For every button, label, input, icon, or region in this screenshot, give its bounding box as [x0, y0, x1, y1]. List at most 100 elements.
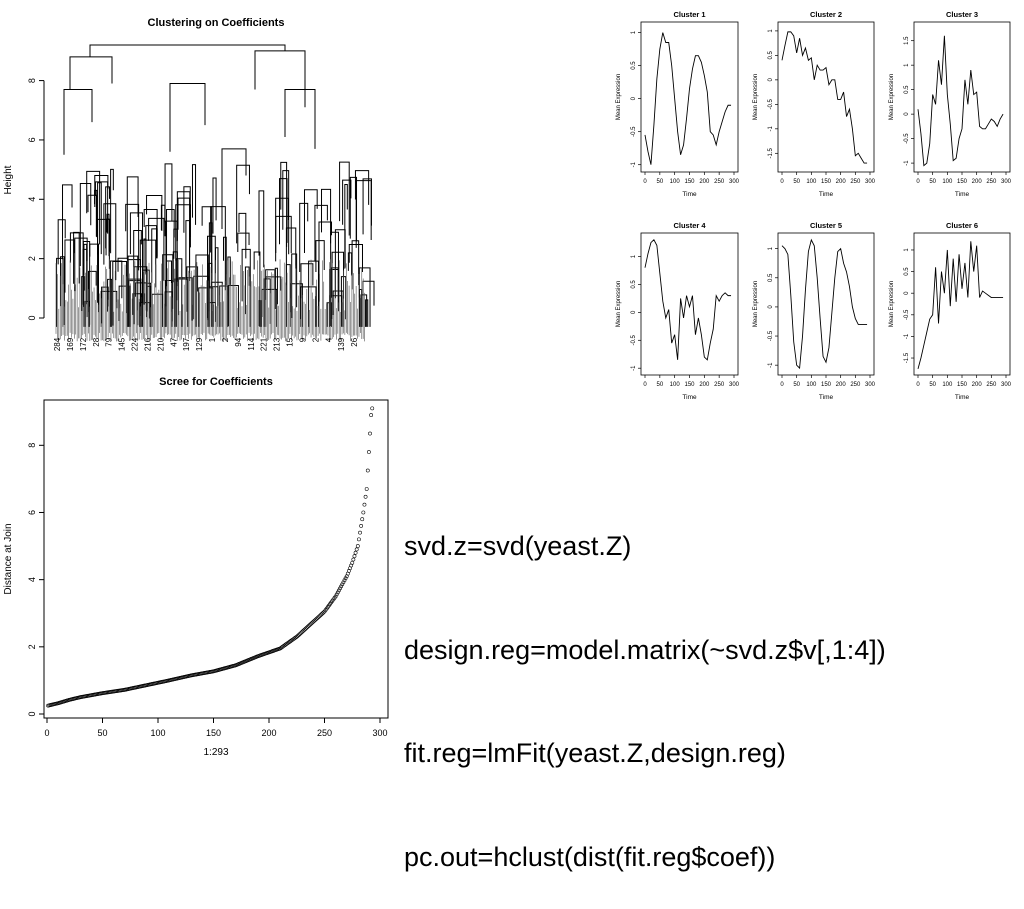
scree-point	[370, 406, 375, 411]
y-tick-label: -1.5	[904, 352, 910, 363]
y-tick-label: 1	[768, 29, 774, 33]
panel-frame	[640, 232, 739, 376]
scree-point	[351, 557, 356, 562]
dendrogram-branch	[69, 232, 84, 286]
dendrogram-branch	[321, 188, 332, 244]
leaf-label: 2	[311, 337, 320, 342]
scree-point	[321, 610, 326, 615]
y-axis-label: Mean Expression	[753, 74, 759, 120]
scree-point	[353, 550, 358, 555]
dendrogram-branch	[64, 239, 75, 293]
dendrogram-branch	[282, 170, 290, 255]
y-tick-label: 0	[631, 96, 637, 100]
dendrogram-branch	[94, 181, 109, 234]
x-tick-label: 100	[806, 179, 817, 185]
dendrogram-branch	[210, 206, 226, 291]
scree-point	[361, 510, 366, 515]
x-tick-label: 250	[714, 382, 725, 388]
y-tick-label: 0	[768, 78, 774, 82]
y-tick-label: -0.5	[631, 126, 637, 137]
dendrogram-branch	[73, 231, 80, 284]
x-axis-label: Time	[955, 394, 970, 401]
dendrogram-merge	[69, 56, 113, 90]
dendrogram-branch	[223, 236, 227, 285]
y-tick-label: 8	[27, 443, 37, 448]
scree-point	[312, 618, 317, 623]
y-tick-label: -1	[768, 362, 774, 368]
series-line	[644, 32, 732, 165]
scree-point	[307, 623, 311, 628]
x-tick-label: 250	[850, 382, 861, 388]
scree-point	[339, 584, 344, 589]
leaf-label: 94	[234, 337, 243, 346]
x-tick-label: 0	[916, 179, 920, 185]
x-axis-label: 1:293	[203, 747, 228, 758]
scree-point	[298, 631, 302, 636]
y-tick-label: -0.5	[904, 133, 910, 144]
leaf-label: 221	[260, 337, 269, 351]
dendrogram-merge	[221, 148, 247, 229]
dendrogram-branch	[109, 260, 123, 327]
dendrogram-branch	[348, 243, 363, 272]
y-axis-label: Mean Expression	[753, 281, 759, 327]
y-tick-label: 6	[27, 137, 37, 142]
dendrogram-branch	[164, 163, 173, 237]
x-tick-label: 100	[670, 179, 681, 185]
leaf-label: 210	[156, 337, 165, 351]
x-axis-label: Time	[682, 191, 697, 198]
scree-point	[338, 586, 342, 591]
dendrogram-branch	[100, 290, 118, 327]
x-tick-label: 200	[699, 179, 710, 185]
x-tick-label: 200	[261, 728, 276, 738]
dendrogram-branch	[125, 203, 140, 271]
dendrogram-branch	[299, 202, 309, 273]
x-tick-label: 300	[865, 179, 876, 185]
panel-title: Cluster 6	[946, 221, 978, 230]
dendrogram-branch	[175, 204, 191, 281]
scree-point	[340, 582, 345, 587]
y-tick-label: 1	[904, 248, 910, 252]
x-tick-label: 0	[44, 728, 49, 738]
dendrogram-branch	[198, 287, 214, 327]
code-line: pc.out=hclust(dist(fit.reg$coef))	[404, 841, 776, 872]
leaf-label: 114	[247, 337, 256, 350]
dendrogram-branch	[110, 168, 114, 254]
scree-point	[343, 576, 348, 581]
y-tick-label: -1	[631, 161, 637, 167]
dendrogram-branch	[146, 194, 163, 231]
dendrogram-root-merge	[89, 44, 286, 57]
x-tick-label: 150	[684, 179, 695, 185]
dendrogram-branch	[275, 197, 289, 262]
y-tick-label: 1	[904, 63, 910, 67]
x-tick-label: 250	[714, 179, 725, 185]
chart-title: Clustering on Coefficients	[148, 17, 285, 29]
y-tick-label: 1	[768, 246, 774, 250]
x-tick-label: 0	[643, 179, 647, 185]
dendrogram-branch	[62, 184, 73, 260]
scree-point	[358, 530, 362, 535]
scree-point	[318, 613, 322, 618]
scree-point	[368, 431, 372, 436]
dendrogram-branch	[165, 260, 172, 327]
x-tick-label: 0	[916, 382, 920, 388]
panel-title: Cluster 2	[810, 10, 842, 19]
x-tick-label: 200	[972, 179, 983, 185]
dendrogram-branch	[117, 257, 128, 327]
y-tick-label: 0.5	[904, 267, 910, 276]
x-tick-label: 150	[684, 382, 695, 388]
dendrogram-branch	[212, 177, 217, 234]
series-line	[917, 35, 1004, 167]
dendrogram-branch	[342, 179, 352, 225]
x-tick-label: 300	[729, 382, 740, 388]
x-axis-label: Time	[955, 191, 970, 198]
x-tick-label: 100	[942, 179, 953, 185]
scree-point	[357, 537, 361, 542]
dendrogram-branch	[347, 252, 353, 276]
scree-point	[304, 625, 309, 630]
y-tick-label: 0	[27, 315, 37, 320]
cluster-panel: Cluster 3 Time Mean Expression 0 50 100 150 200…	[889, 10, 1012, 198]
panel-title: Cluster 3	[946, 10, 978, 19]
dendrogram-branch	[57, 219, 66, 265]
dendrogram-branch	[300, 263, 314, 320]
y-tick-label: 6	[27, 510, 37, 515]
